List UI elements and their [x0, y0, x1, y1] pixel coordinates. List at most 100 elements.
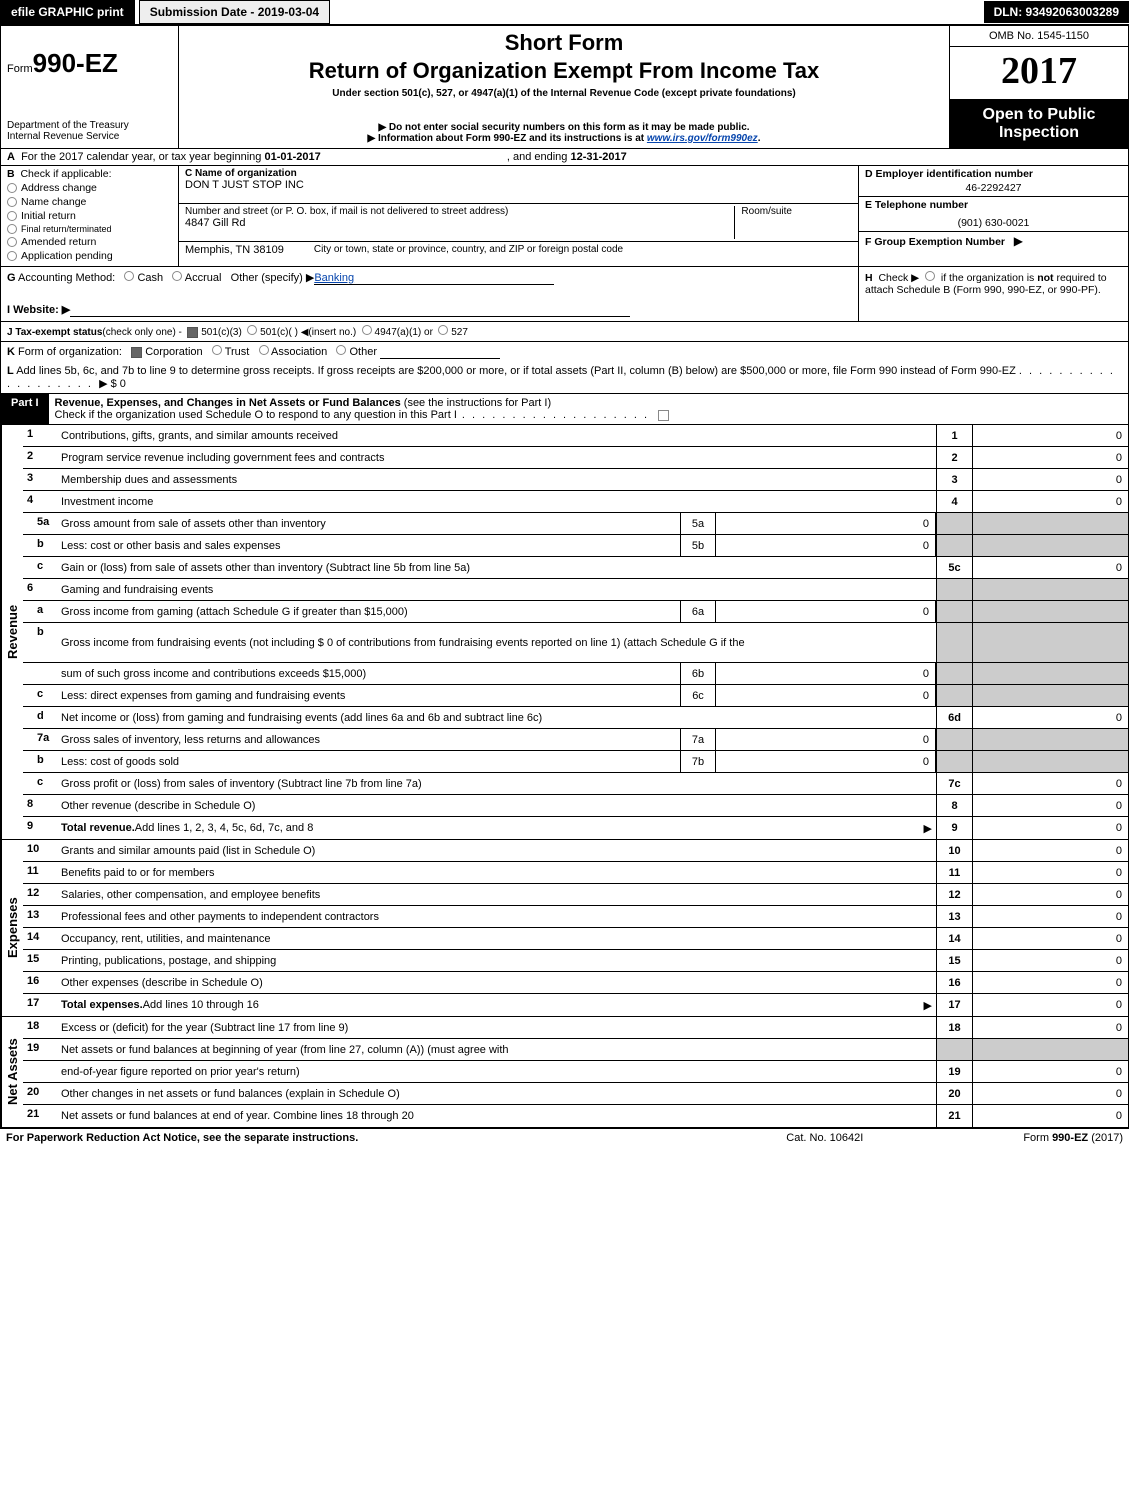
netassets-table: 18Excess or (deficit) for the year (Subt…	[23, 1017, 1128, 1127]
expenses-table: 10Grants and similar amounts paid (list …	[23, 840, 1128, 1016]
chk-amended-return[interactable]: Amended return	[7, 236, 172, 248]
line-description: Gaming and fundraising events	[57, 579, 936, 600]
outer-line-value: 0	[972, 491, 1128, 512]
outer-line-value: 0	[972, 817, 1128, 839]
line-number: 14	[23, 928, 57, 949]
radio-icon[interactable]	[124, 271, 134, 281]
org-name-value: DON T JUST STOP INC	[185, 179, 852, 191]
outer-line-value: 0	[972, 557, 1128, 578]
radio-icon[interactable]	[259, 345, 269, 355]
row-i-website: I Website: ▶	[7, 303, 852, 317]
table-row: 10Grants and similar amounts paid (list …	[23, 840, 1128, 862]
line-number: 17	[23, 994, 57, 1016]
inner-line-value: 0	[716, 663, 936, 684]
table-row: 5aGross amount from sale of assets other…	[23, 513, 1128, 535]
line-description: Total expenses. Add lines 10 through 16 …	[57, 994, 936, 1016]
table-row: 17Total expenses. Add lines 10 through 1…	[23, 994, 1128, 1016]
ein-value: 46-2292427	[865, 182, 1122, 194]
outer-line-value: 0	[972, 1083, 1128, 1104]
line-description: Net assets or fund balances at beginning…	[57, 1039, 936, 1060]
netassets-section: Net Assets 18Excess or (deficit) for the…	[0, 1017, 1129, 1128]
checkbox-empty-icon[interactable]	[658, 410, 669, 421]
revenue-side-label: Revenue	[1, 425, 23, 839]
outer-line-number: 4	[936, 491, 972, 512]
radio-icon[interactable]	[362, 325, 372, 335]
outer-line-number	[936, 685, 972, 706]
line-description: Gross amount from sale of assets other t…	[57, 513, 680, 534]
row-a-tax-year: A For the 2017 calendar year, or tax yea…	[0, 149, 1129, 166]
radio-icon[interactable]	[438, 325, 448, 335]
inner-line-number: 6a	[680, 601, 716, 622]
revenue-table: 1Contributions, gifts, grants, and simil…	[23, 425, 1128, 839]
line-description: Contributions, gifts, grants, and simila…	[57, 425, 936, 446]
outer-line-value: 0	[972, 795, 1128, 816]
outer-line-number	[936, 663, 972, 684]
table-row: dNet income or (loss) from gaming and fu…	[23, 707, 1128, 729]
revenue-section: Revenue 1Contributions, gifts, grants, a…	[0, 425, 1129, 840]
line-number: b	[23, 535, 57, 556]
line-number	[23, 1061, 57, 1082]
inner-line-value: 0	[716, 751, 936, 772]
line-description: Other revenue (describe in Schedule O)	[57, 795, 936, 816]
table-row: end-of-year figure reported on prior yea…	[23, 1061, 1128, 1083]
short-form-title: Short Form	[187, 30, 941, 56]
line-number: 8	[23, 795, 57, 816]
radio-icon	[7, 197, 17, 207]
inner-line-value: 0	[716, 601, 936, 622]
line-description: Gross profit or (loss) from sales of inv…	[57, 773, 936, 794]
netassets-side-label: Net Assets	[1, 1017, 23, 1127]
catalog-number: Cat. No. 10642I	[786, 1132, 863, 1144]
row-g-h-i: G Accounting Method: Cash Accrual Other …	[0, 267, 1129, 322]
dln-box: DLN: 93492063003289	[984, 1, 1129, 23]
form-prefix: Form	[7, 63, 33, 75]
outer-line-number	[936, 601, 972, 622]
line-description: Other changes in net assets or fund bala…	[57, 1083, 936, 1104]
chk-application-pending[interactable]: Application pending	[7, 250, 172, 262]
radio-icon[interactable]	[247, 325, 257, 335]
outer-line-number: 16	[936, 972, 972, 993]
outer-line-number	[936, 751, 972, 772]
outer-line-number: 20	[936, 1083, 972, 1104]
instructions-link[interactable]: www.irs.gov/form990ez	[647, 133, 758, 144]
org-name-cell: C Name of organization DON T JUST STOP I…	[179, 166, 858, 204]
column-def: D Employer identification number 46-2292…	[858, 166, 1128, 266]
table-row: cGain or (loss) from sale of assets othe…	[23, 557, 1128, 579]
radio-icon[interactable]	[172, 271, 182, 281]
chk-name-change[interactable]: Name change	[7, 196, 172, 208]
line-number: c	[23, 773, 57, 794]
table-row: 16Other expenses (describe in Schedule O…	[23, 972, 1128, 994]
line-number: 13	[23, 906, 57, 927]
outer-line-number: 9	[936, 817, 972, 839]
radio-icon	[7, 183, 17, 193]
checkbox-filled-icon[interactable]	[187, 327, 198, 338]
line-description: Other expenses (describe in Schedule O)	[57, 972, 936, 993]
inner-line-number: 7b	[680, 751, 716, 772]
chk-address-change[interactable]: Address change	[7, 182, 172, 194]
outer-line-number: 7c	[936, 773, 972, 794]
form-header: Form990-EZ Department of the Treasury In…	[0, 25, 1129, 149]
efile-print-button[interactable]: efile GRAPHIC print	[0, 0, 135, 24]
line-number: 12	[23, 884, 57, 905]
column-c-org-info: C Name of organization DON T JUST STOP I…	[179, 166, 858, 266]
table-row: 1Contributions, gifts, grants, and simil…	[23, 425, 1128, 447]
table-row: 20Other changes in net assets or fund ba…	[23, 1083, 1128, 1105]
table-row: aGross income from gaming (attach Schedu…	[23, 601, 1128, 623]
part-1-tag: Part I	[1, 394, 49, 424]
radio-icon[interactable]	[336, 345, 346, 355]
line-description: Total revenue. Add lines 1, 2, 3, 4, 5c,…	[57, 817, 936, 839]
outer-line-value	[972, 513, 1128, 534]
radio-icon[interactable]	[925, 271, 935, 281]
line-number: 2	[23, 447, 57, 468]
chk-final-return[interactable]: Final return/terminated	[7, 224, 172, 234]
return-title: Return of Organization Exempt From Incom…	[187, 58, 941, 84]
line-description: Benefits paid to or for members	[57, 862, 936, 883]
line-description: Investment income	[57, 491, 936, 512]
checkbox-filled-icon[interactable]	[131, 347, 142, 358]
telephone-value: (901) 630-0021	[865, 217, 1122, 229]
radio-icon[interactable]	[212, 345, 222, 355]
chk-initial-return[interactable]: Initial return	[7, 210, 172, 222]
tax-year: 2017	[950, 47, 1128, 100]
outer-line-number: 2	[936, 447, 972, 468]
line-description: Less: cost of goods sold	[57, 751, 680, 772]
line-number: 7a	[23, 729, 57, 750]
